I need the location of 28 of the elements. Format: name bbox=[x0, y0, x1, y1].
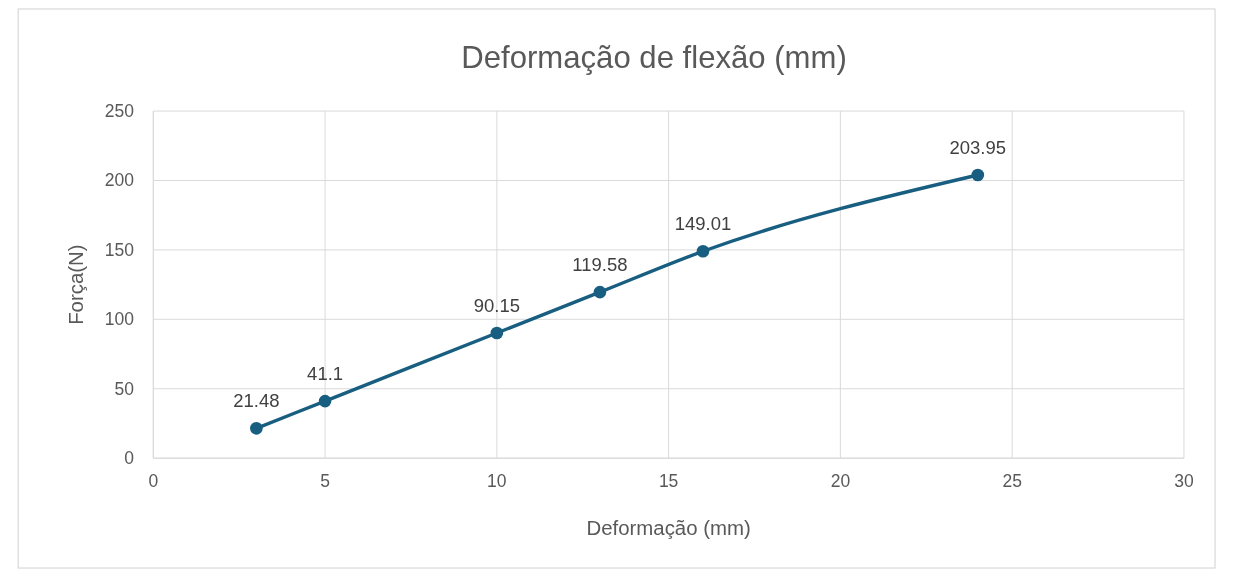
data-label: 203.95 bbox=[949, 136, 1007, 158]
x-tick-label: 20 bbox=[830, 471, 851, 492]
y-tick-label: 200 bbox=[104, 170, 135, 191]
chart-title: Deformação de flexão (mm) bbox=[461, 40, 847, 76]
x-tick-label: 15 bbox=[658, 471, 679, 492]
point bbox=[593, 285, 607, 299]
y-tick-label: 100 bbox=[104, 309, 135, 330]
x-tick-label: 30 bbox=[1174, 471, 1194, 492]
point bbox=[971, 168, 985, 182]
point bbox=[250, 422, 263, 435]
y-tick-label: 250 bbox=[104, 100, 135, 121]
x-tick-label: 5 bbox=[320, 471, 330, 492]
x-tick-label: 0 bbox=[148, 471, 159, 492]
point bbox=[696, 244, 710, 258]
y-axis-title: Força(N) bbox=[65, 244, 88, 325]
data-label: 21.48 bbox=[233, 389, 280, 411]
x-tick-label: 25 bbox=[1002, 471, 1022, 492]
data-label: 90.15 bbox=[473, 294, 520, 316]
y-tick-label: 50 bbox=[114, 378, 135, 399]
data-label: 41.1 bbox=[307, 362, 344, 384]
data-label: 119.58 bbox=[572, 253, 628, 275]
point bbox=[490, 326, 504, 340]
point bbox=[318, 394, 332, 408]
data-label: 149.01 bbox=[674, 212, 732, 234]
x-tick-label: 10 bbox=[487, 471, 507, 492]
x-axis-title: Deformação (mm) bbox=[586, 516, 751, 539]
y-tick-label: 0 bbox=[124, 447, 135, 468]
y-tick-label: 150 bbox=[104, 239, 135, 260]
